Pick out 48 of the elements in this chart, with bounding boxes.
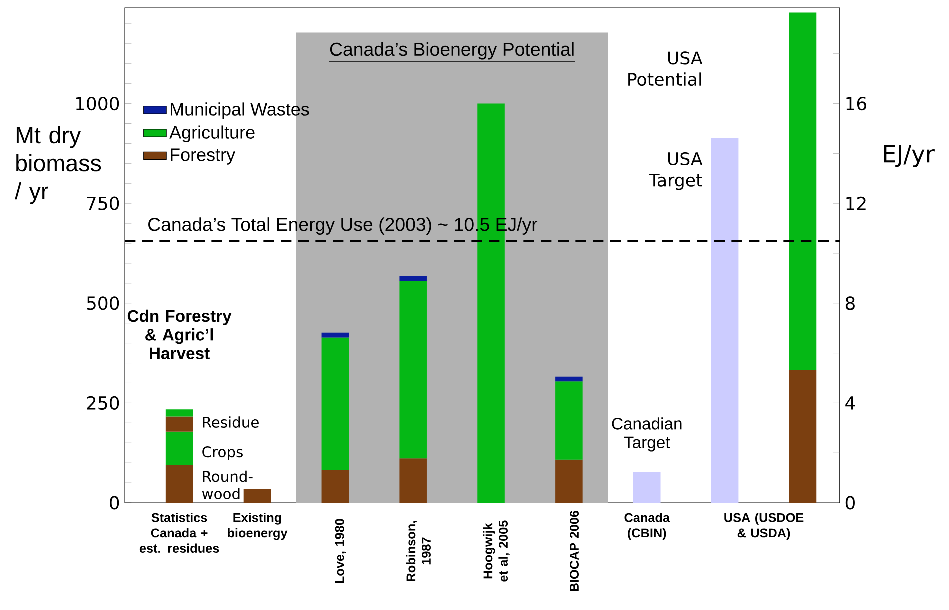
bar xyxy=(166,416,194,432)
annotation: USA Target xyxy=(649,152,703,190)
annotation: Round-wood xyxy=(202,470,253,500)
x-tick-label: USA (USDOE & USDA) xyxy=(724,513,804,540)
bar xyxy=(244,489,272,503)
y2-tick-label: 0 xyxy=(846,496,855,510)
annotation: Crops xyxy=(202,446,243,460)
bar xyxy=(400,276,427,282)
annotation: Residue xyxy=(203,416,259,428)
x-tick-label: Robinson, 1987 xyxy=(406,521,431,582)
annotation: USA Potential xyxy=(628,52,703,86)
bar xyxy=(166,410,194,417)
bar xyxy=(633,472,661,503)
y-tick-label: 750 xyxy=(87,196,120,210)
legend-label: Agriculture xyxy=(170,126,255,143)
bar xyxy=(400,281,427,459)
y2-tick-label: 12 xyxy=(846,196,866,210)
y2-tick-label: 4 xyxy=(846,396,856,410)
bar xyxy=(789,12,817,370)
bar xyxy=(322,470,350,503)
legend-label: Forestry xyxy=(171,148,236,165)
bar xyxy=(166,465,194,503)
band-label: Canada’s Bioenergy Potential xyxy=(330,42,574,60)
bar xyxy=(789,370,817,503)
bar xyxy=(556,376,583,382)
x-tick-label: BIOCAP 2006 xyxy=(570,510,580,592)
x-tick-label: Canada (CBIN) xyxy=(624,513,670,540)
annotation: Canadian Target xyxy=(612,418,682,452)
legend-label: Municipal Wastes xyxy=(171,102,310,120)
y2-tick-label: 8 xyxy=(846,296,855,310)
y2-tick-label: 16 xyxy=(846,96,866,111)
bar xyxy=(556,382,583,460)
bar xyxy=(322,338,350,470)
y2-axis-title: EJ/yr xyxy=(884,146,935,168)
bar xyxy=(556,460,583,503)
annotation: Cdn Forestry & Agric’l Harvest xyxy=(128,310,232,360)
y-tick-label: 1000 xyxy=(76,96,120,111)
y-tick-label: 500 xyxy=(87,296,120,310)
y-tick-label: 0 xyxy=(110,496,120,510)
bar xyxy=(166,432,194,466)
x-tick-label: Love, 1980 xyxy=(335,519,346,584)
bar xyxy=(711,138,739,503)
bar xyxy=(400,458,427,503)
bar xyxy=(322,332,350,338)
x-tick-label: Hoogwijk et al, 2005 xyxy=(483,520,510,582)
x-tick-label: Existing bioenergy xyxy=(228,513,288,540)
x-tick-label: Statistics Canada + est. residues xyxy=(140,513,220,553)
y-tick-label: 250 xyxy=(87,396,120,410)
